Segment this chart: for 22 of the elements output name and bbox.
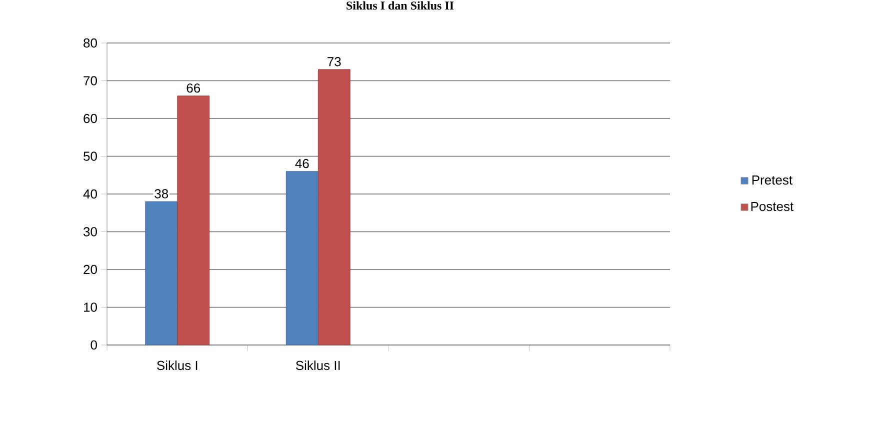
bar <box>177 96 210 346</box>
chart-title: Siklus I dan Siklus II <box>346 1 454 10</box>
y-tick-label: 40 <box>83 189 97 199</box>
legend-label: Pretest <box>752 176 792 185</box>
data-label: 66 <box>186 83 200 93</box>
y-tick-label: 0 <box>90 340 97 350</box>
bar <box>145 201 178 346</box>
y-tick-label: 20 <box>84 264 97 274</box>
y-tick-label: 10 <box>84 302 97 312</box>
y-tick-label: 80 <box>84 38 97 48</box>
y-tick-label: 70 <box>84 76 97 86</box>
bar <box>286 171 318 346</box>
data-label: 38 <box>154 189 168 198</box>
data-label: 73 <box>328 57 341 66</box>
x-tick-label: Siklus I <box>157 360 198 370</box>
bar <box>318 69 350 346</box>
x-tick-label: Siklus II <box>296 360 340 370</box>
y-tick-label: 60 <box>84 114 97 124</box>
legend-label: Postest <box>751 202 794 212</box>
y-tick-label: 30 <box>84 227 97 236</box>
data-label: 46 <box>295 158 309 168</box>
y-tick-label: 50 <box>84 152 97 161</box>
